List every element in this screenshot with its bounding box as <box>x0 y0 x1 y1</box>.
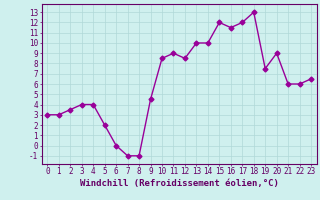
X-axis label: Windchill (Refroidissement éolien,°C): Windchill (Refroidissement éolien,°C) <box>80 179 279 188</box>
